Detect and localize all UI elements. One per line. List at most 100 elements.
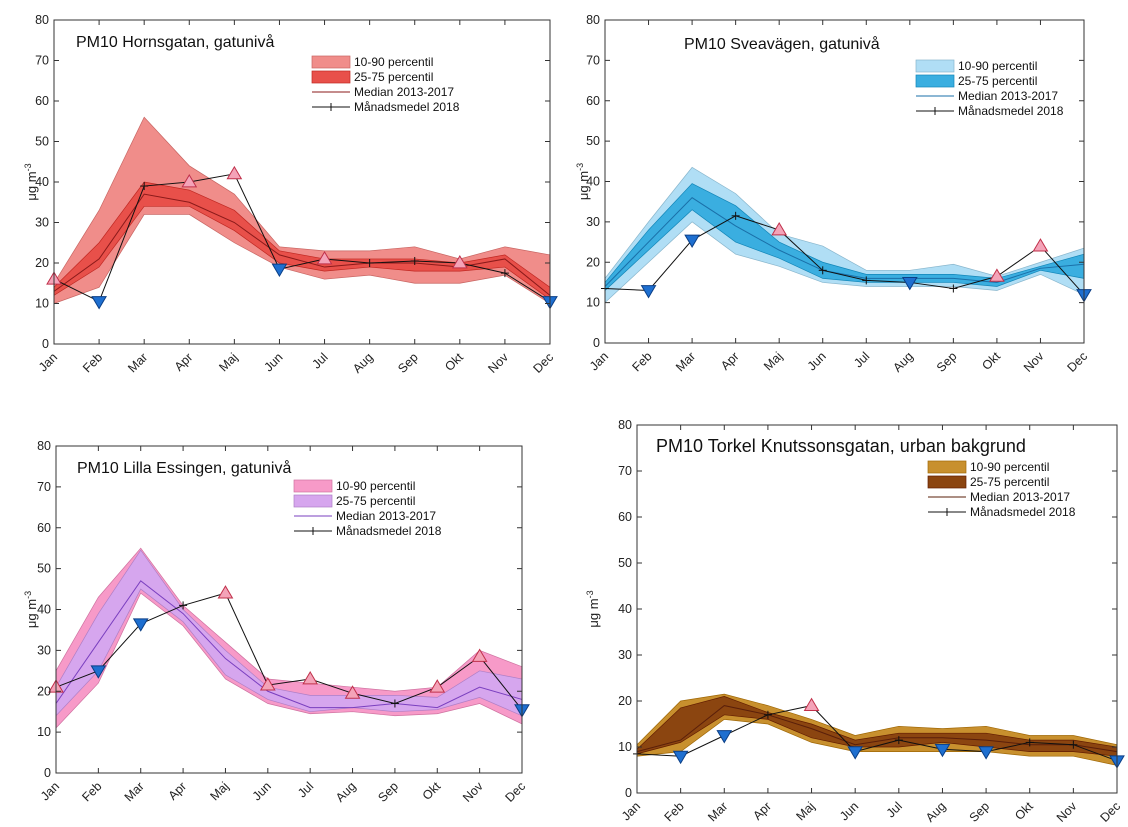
chart-title: PM10 Torkel Knutssonsgatan, urban bakgru…: [656, 436, 1026, 456]
x-tick-label-nov: Nov: [485, 350, 511, 376]
legend-label-1: 25-75 percentil: [354, 70, 433, 84]
chart-lilla-essingen: 0 10 20 30 40 50 60 70 80 Jan Feb Mar Apr Maj Jun Jul Au…: [23, 439, 530, 805]
y-tick-label: 20: [37, 684, 51, 698]
x-tick-label-jan: Jan: [619, 799, 643, 823]
median-line: [636, 705, 1118, 753]
monthly-point-jun: [847, 746, 864, 760]
marker-up-jul: [316, 250, 333, 265]
monthly-point-apr: [181, 174, 198, 188]
marker-up-okt: [429, 679, 446, 693]
monthly-point-jul: [302, 671, 319, 685]
x-tick-label-aug: Aug: [923, 799, 949, 825]
x-tick-label-jun: Jun: [837, 799, 861, 823]
monthly-point-okt: [989, 268, 1005, 282]
x-tick-label-jul: Jul: [851, 349, 872, 370]
x-tick-label-jan: Jan: [36, 350, 60, 374]
y-axis-label: μg m-3: [23, 591, 39, 628]
legend-label-1: 25-75 percentil: [970, 475, 1049, 489]
y-tick-label: 70: [618, 464, 632, 478]
y-axis-label-exponent: -3: [575, 163, 585, 171]
monthly-line: [53, 173, 551, 303]
y-tick-label: 60: [35, 94, 49, 108]
legend-label-0: 10-90 percentil: [336, 479, 415, 493]
marker-up-nov: [471, 648, 488, 662]
monthly-point-nov: [1032, 238, 1049, 252]
monthly-point-okt: [429, 679, 446, 693]
x-tick-label-nov: Nov: [1021, 349, 1047, 375]
marker-down-feb: [640, 285, 657, 299]
x-tick-label-okt: Okt: [1012, 799, 1036, 823]
x-tick-label-jul: Jul: [884, 799, 905, 820]
monthly-point-feb: [672, 750, 689, 765]
x-tick-label-mar: Mar: [705, 799, 730, 824]
monthly-point-apr: [763, 710, 772, 719]
legend-label-3: Månadsmedel 2018: [336, 524, 442, 538]
x-tick-label-dec: Dec: [1064, 349, 1090, 375]
marker-down-mar: [716, 730, 733, 744]
y-tick-label: 20: [586, 255, 600, 269]
y-tick-label: 0: [625, 786, 632, 800]
marker-up-jul: [302, 671, 319, 685]
y-tick-label: 70: [586, 53, 600, 67]
band-25-75: [55, 549, 523, 717]
chart-title: PM10 Sveavägen, gatunivå: [684, 35, 880, 53]
x-tick-label-sep: Sep: [375, 779, 401, 805]
x-tick-label-apr: Apr: [718, 349, 742, 373]
monthly-line: [636, 705, 1118, 762]
y-axis-label: μg m-3: [585, 590, 601, 627]
y-tick-label: 40: [35, 175, 49, 189]
legend-swatch-10-90: [915, 59, 955, 73]
marker-up-maj: [217, 585, 234, 599]
legend-swatch-25-75: [293, 494, 333, 508]
marker-up-jun: [259, 677, 276, 691]
monthly-point-maj: [803, 697, 820, 711]
x-tick-label-jun: Jun: [805, 349, 829, 373]
x-tick-label-sep: Sep: [395, 350, 421, 376]
y-tick-label: 70: [35, 54, 49, 68]
monthly-point-sep: [978, 746, 994, 760]
y-tick-label: 30: [618, 648, 632, 662]
y-tick-label: 80: [37, 439, 51, 453]
x-tick-label-mar: Mar: [122, 779, 147, 804]
y-tick-label: 80: [618, 418, 632, 432]
y-tick-label: 40: [586, 175, 600, 189]
monthly-point-jun: [271, 263, 288, 278]
y-axis-label-unit: μg m: [576, 171, 591, 200]
x-tick-label-jun: Jun: [261, 350, 285, 374]
y-tick-label: 10: [618, 740, 632, 754]
y-tick-label: 40: [37, 603, 51, 617]
y-tick-label: 0: [593, 336, 600, 350]
legend-label-2: Median 2013-2017: [958, 89, 1058, 103]
y-tick-label: 10: [35, 297, 49, 311]
monthly-point-jun: [259, 677, 276, 691]
x-tick-label-jan: Jan: [587, 349, 611, 373]
x-tick-label-dec: Dec: [502, 779, 528, 805]
monthly-point-feb: [90, 665, 107, 679]
y-tick-label: 50: [618, 556, 632, 570]
legend-label-1: 25-75 percentil: [336, 494, 415, 508]
monthly-point-mar: [140, 182, 149, 191]
band-10-90: [604, 166, 1085, 304]
monthly-point-nov: [1069, 740, 1078, 749]
legend-label-3: Månadsmedel 2018: [970, 505, 1076, 519]
y-tick-label: 50: [35, 135, 49, 149]
marker-up-maj: [226, 165, 243, 180]
x-tick-label-sep: Sep: [934, 349, 960, 375]
y-tick-label: 0: [44, 766, 51, 780]
x-tick-label-okt: Okt: [979, 349, 1003, 373]
monthly-point-apr: [179, 601, 188, 610]
x-tick-label-jan: Jan: [38, 779, 62, 803]
x-tick-label-dec: Dec: [530, 350, 556, 376]
monthly-point-okt: [1025, 738, 1034, 747]
y-tick-label: 40: [618, 602, 632, 616]
x-tick-label-sep: Sep: [967, 799, 993, 825]
y-tick-label: 10: [586, 296, 600, 310]
monthly-point-nov: [471, 648, 488, 662]
chart-hornsgatan: 0 10 20 30 40 50 60 70 80 Jan Feb Mar Apr Maj Jun Jul Au…: [23, 13, 558, 376]
legend-label-1: 25-75 percentil: [958, 74, 1037, 88]
x-tick-label-apr: Apr: [166, 779, 190, 803]
y-axis-label-unit: μg m: [24, 171, 39, 200]
